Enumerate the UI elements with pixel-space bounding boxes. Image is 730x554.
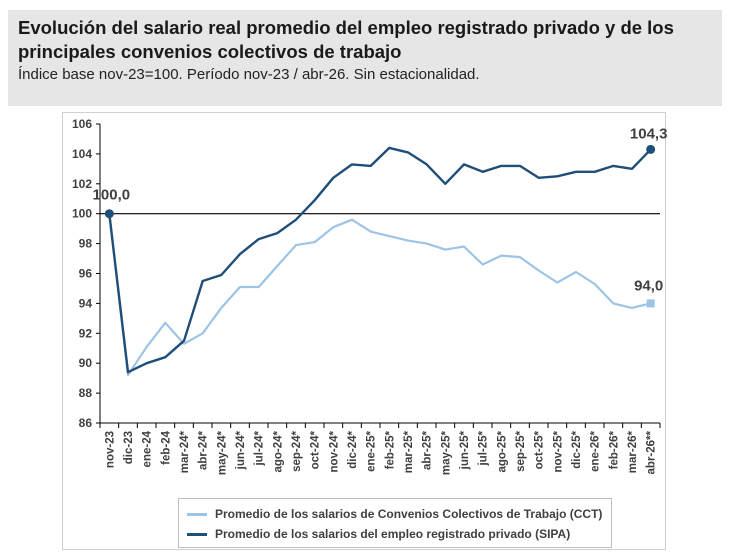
x-tick-label: jul-25* bbox=[478, 430, 490, 466]
y-tick-label: 100 bbox=[72, 207, 92, 221]
x-tick-label: jul-24* bbox=[254, 430, 266, 466]
x-tick-label: abr-24* bbox=[198, 430, 210, 470]
x-tick-label: feb-26* bbox=[608, 430, 620, 469]
y-tick-label: 94 bbox=[79, 296, 93, 310]
y-tick-label: 98 bbox=[79, 237, 93, 251]
end-marker-cct bbox=[646, 299, 655, 308]
y-tick-label: 102 bbox=[72, 177, 92, 191]
y-tick-label: 90 bbox=[79, 356, 93, 370]
x-tick-label: ene-25* bbox=[366, 430, 378, 471]
x-tick-label: mar-24* bbox=[179, 430, 191, 473]
x-tick-label: may-25* bbox=[440, 430, 452, 475]
x-tick-label: may-24* bbox=[216, 430, 228, 475]
x-tick-label: jun-24* bbox=[235, 430, 247, 470]
x-tick-label: sep-25* bbox=[515, 430, 527, 471]
series-line-cct bbox=[108, 213, 651, 377]
chart-header bbox=[8, 10, 722, 106]
x-tick-label: nov-23 bbox=[104, 431, 116, 468]
annotation-end-cct: 94,0 bbox=[634, 277, 663, 294]
x-tick-label: sep-24* bbox=[291, 430, 303, 471]
legend-swatch-cct bbox=[187, 512, 207, 516]
x-tick-label: dic-23 bbox=[123, 431, 135, 464]
annotation-start: 100,0 bbox=[93, 187, 131, 204]
x-tick-label: dic-24* bbox=[347, 430, 359, 468]
y-tick-label: 106 bbox=[72, 117, 92, 131]
x-tick-label: jun-25* bbox=[459, 430, 471, 470]
legend-item-cct: Promedio de los salarios de Convenios Co… bbox=[187, 505, 602, 523]
y-tick-label: 88 bbox=[79, 386, 93, 400]
y-tick-label: 104 bbox=[72, 147, 92, 161]
legend-label-cct: Promedio de los salarios de Convenios Co… bbox=[215, 507, 603, 521]
x-tick-label: dic-25* bbox=[571, 430, 583, 468]
x-tick-label: mar-25* bbox=[403, 430, 415, 473]
x-tick-label: feb-25* bbox=[384, 430, 396, 469]
y-tick-label: 86 bbox=[79, 416, 93, 430]
legend-swatch-sipa bbox=[187, 532, 207, 536]
start-marker bbox=[104, 209, 114, 219]
x-tick-label: feb-24 bbox=[160, 430, 172, 464]
y-tick-label: 96 bbox=[79, 267, 93, 281]
end-marker-sipa bbox=[646, 144, 656, 154]
chart-frame bbox=[62, 112, 666, 550]
x-tick-label: oct-24* bbox=[310, 430, 322, 469]
chart-title: Evolución del salario real promedio del … bbox=[18, 17, 674, 62]
x-tick-label: abr-25* bbox=[422, 430, 434, 470]
x-tick-label: abr-26** bbox=[646, 430, 658, 474]
x-tick-label: mar-26* bbox=[627, 430, 639, 473]
legend: Promedio de los salarios de Convenios Co… bbox=[178, 498, 612, 548]
legend-label-sipa: Promedio de los salarios del empleo regi… bbox=[215, 527, 571, 541]
y-tick-label: 92 bbox=[79, 326, 93, 340]
legend-item-sipa: Promedio de los salarios del empleo regi… bbox=[187, 525, 570, 543]
x-tick-label: ago-25* bbox=[496, 430, 508, 472]
x-tick-label: ago-24* bbox=[272, 430, 284, 472]
x-tick-label: oct-25* bbox=[534, 430, 546, 469]
x-tick-label: nov-24* bbox=[328, 430, 340, 472]
annotation-end-sipa: 104,3 bbox=[630, 125, 668, 142]
chart-subtitle: Índice base nov-23=100. Período nov-23 /… bbox=[18, 66, 480, 83]
x-tick-label: ene-26* bbox=[590, 430, 602, 471]
x-tick-label: nov-25* bbox=[552, 430, 564, 472]
x-tick-label: ene-24 bbox=[142, 430, 154, 467]
series-line-sipa bbox=[108, 146, 652, 374]
